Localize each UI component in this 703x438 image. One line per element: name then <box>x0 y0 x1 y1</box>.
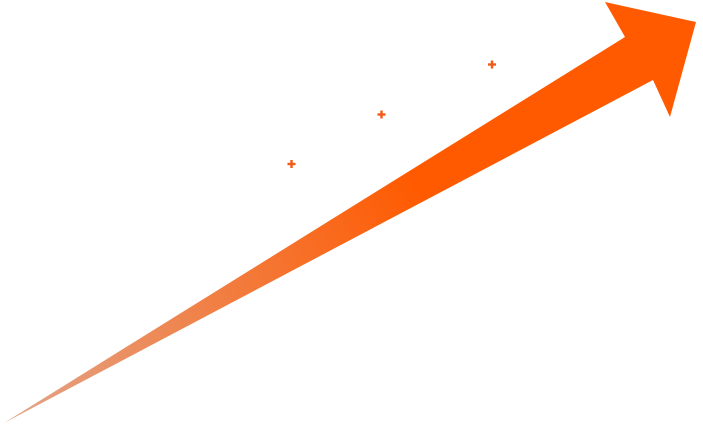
plus-sparkle-1 <box>287 160 296 168</box>
arrow-shape <box>4 2 696 423</box>
plus-sparkle-3 <box>488 60 496 69</box>
plus-sparkle-2 <box>377 110 386 119</box>
